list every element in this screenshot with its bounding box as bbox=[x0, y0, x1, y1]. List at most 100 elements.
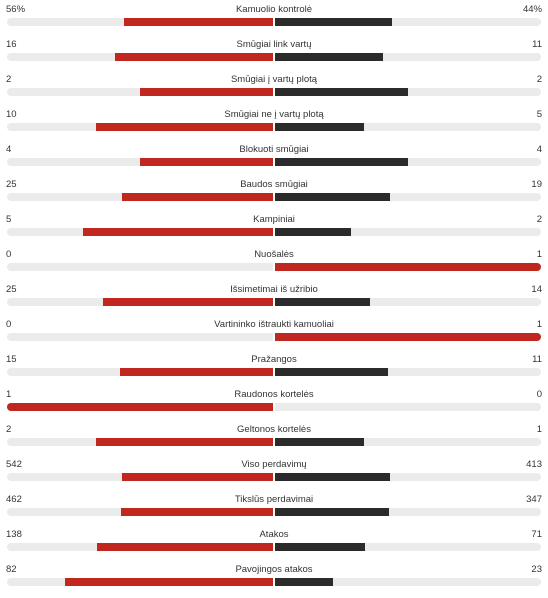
stat-label: Smūgiai į vartų plotą bbox=[230, 74, 318, 85]
home-value: 462 bbox=[6, 494, 22, 505]
center-divider bbox=[273, 437, 275, 447]
stat-row: 82 Pavojingos atakos 23 bbox=[0, 563, 548, 598]
center-divider bbox=[273, 542, 275, 552]
stat-label: Blokuoti smūgiai bbox=[239, 144, 309, 155]
stat-label: Smūgiai link vartų bbox=[236, 39, 312, 50]
center-divider bbox=[273, 472, 275, 482]
away-bar bbox=[275, 53, 384, 61]
stat-header: 4 Blokuoti smūgiai 4 bbox=[0, 143, 548, 157]
home-bar bbox=[115, 53, 273, 61]
comparison-bar bbox=[7, 542, 541, 552]
comparison-bar bbox=[7, 157, 541, 167]
away-value: 11 bbox=[532, 354, 542, 365]
away-track bbox=[275, 53, 541, 61]
stat-header: 10 Smūgiai ne į vartų plotą 5 bbox=[0, 108, 548, 122]
home-value: 5 bbox=[6, 214, 12, 225]
comparison-bar bbox=[7, 472, 541, 482]
stat-header: 0 Nuošalės 1 bbox=[0, 248, 548, 262]
away-track bbox=[275, 543, 541, 551]
away-bar bbox=[275, 263, 541, 271]
comparison-bar bbox=[7, 87, 541, 97]
home-track bbox=[7, 333, 273, 341]
center-divider bbox=[273, 17, 275, 27]
stat-row: 4 Blokuoti smūgiai 4 bbox=[0, 143, 548, 178]
stat-label: Viso perdavimų bbox=[241, 459, 307, 470]
center-divider bbox=[273, 507, 275, 517]
home-bar bbox=[122, 473, 273, 481]
home-value: 2 bbox=[6, 424, 12, 435]
away-bar bbox=[275, 228, 351, 236]
comparison-bar bbox=[7, 17, 541, 27]
center-divider bbox=[273, 402, 275, 412]
away-bar bbox=[275, 333, 541, 341]
stat-header: 56% Kamuolio kontrolė 44% bbox=[0, 3, 548, 17]
comparison-bar bbox=[7, 227, 541, 237]
comparison-bar bbox=[7, 507, 541, 517]
comparison-bar bbox=[7, 262, 541, 272]
stat-row: 0 Nuošalės 1 bbox=[0, 248, 548, 283]
home-bar bbox=[121, 508, 273, 516]
away-bar bbox=[275, 193, 390, 201]
stat-row: 2 Smūgiai į vartų plotą 2 bbox=[0, 73, 548, 108]
away-value: 4 bbox=[536, 144, 542, 155]
stat-header: 25 Baudos smūgiai 19 bbox=[0, 178, 548, 192]
stat-label: Pražangos bbox=[251, 354, 297, 365]
away-value: 347 bbox=[526, 494, 542, 505]
center-divider bbox=[273, 262, 275, 272]
away-bar bbox=[275, 123, 364, 131]
comparison-bar bbox=[7, 192, 541, 202]
stat-header: 0 Vartininko ištraukti kamuoliai 1 bbox=[0, 318, 548, 332]
away-value: 11 bbox=[532, 39, 542, 50]
home-bar bbox=[97, 543, 273, 551]
away-track bbox=[275, 368, 541, 376]
home-value: 0 bbox=[6, 319, 12, 330]
home-bar bbox=[121, 193, 273, 201]
away-value: 23 bbox=[531, 564, 542, 575]
stat-label: Kamuolio kontrolė bbox=[235, 4, 313, 15]
center-divider bbox=[273, 577, 275, 587]
home-bar bbox=[65, 578, 273, 586]
away-bar bbox=[275, 508, 390, 516]
home-value: 2 bbox=[6, 74, 12, 85]
home-bar bbox=[102, 298, 273, 306]
stat-label: Vartininko ištraukti kamuoliai bbox=[214, 319, 334, 330]
away-track bbox=[275, 193, 541, 201]
away-bar bbox=[275, 298, 371, 306]
stat-label: Smūgiai ne į vartų plotą bbox=[224, 109, 324, 120]
center-divider bbox=[273, 52, 275, 62]
away-value: 14 bbox=[531, 284, 542, 295]
away-value: 71 bbox=[531, 529, 542, 540]
home-value: 15 bbox=[6, 354, 17, 365]
home-bar bbox=[140, 88, 273, 96]
center-divider bbox=[273, 297, 275, 307]
stat-label: Raudonos kortelės bbox=[234, 389, 314, 400]
home-value: 542 bbox=[6, 459, 22, 470]
home-value: 56% bbox=[6, 4, 26, 15]
comparison-bar bbox=[7, 402, 541, 412]
away-value: 1 bbox=[536, 424, 542, 435]
away-value: 19 bbox=[531, 179, 542, 190]
stat-row: 56% Kamuolio kontrolė 44% bbox=[0, 3, 548, 38]
away-bar bbox=[275, 88, 408, 96]
stat-row: 25 Baudos smūgiai 19 bbox=[0, 178, 548, 213]
away-value: 413 bbox=[526, 459, 542, 470]
home-track bbox=[7, 263, 273, 271]
stat-header: 15 Pražangos 11 bbox=[0, 353, 548, 367]
home-value: 1 bbox=[6, 389, 12, 400]
home-bar bbox=[95, 123, 273, 131]
stat-header: 16 Smūgiai link vartų 11 bbox=[0, 38, 548, 52]
away-bar bbox=[275, 18, 393, 26]
comparison-bar bbox=[7, 122, 541, 132]
comparison-bar bbox=[7, 577, 541, 587]
stat-header: 138 Atakos 71 bbox=[0, 528, 548, 542]
stat-header: 2 Geltonos kortelės 1 bbox=[0, 423, 548, 437]
comparison-bar bbox=[7, 437, 541, 447]
center-divider bbox=[273, 87, 275, 97]
away-track bbox=[275, 123, 541, 131]
home-value: 16 bbox=[6, 39, 17, 50]
center-divider bbox=[273, 332, 275, 342]
away-track bbox=[275, 508, 541, 516]
stat-header: 25 Išsimetimai iš užribio 14 bbox=[0, 283, 548, 297]
home-value: 0 bbox=[6, 249, 12, 260]
stat-label: Baudos smūgiai bbox=[240, 179, 308, 190]
